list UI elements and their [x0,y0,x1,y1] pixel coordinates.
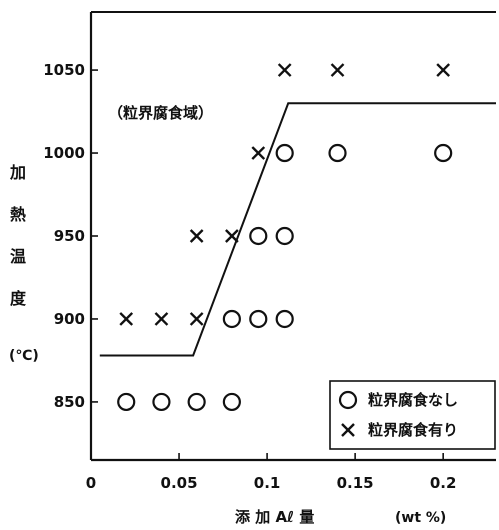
y-tick-label: 900 [54,310,85,328]
circle-point [222,309,241,329]
circle-point [187,392,206,412]
circle-point [275,226,294,246]
legend-label: 粒界腐食有り [368,421,458,439]
cross-stroke [436,63,451,77]
x-tick-label: 0.15 [337,474,374,492]
cross-point [154,312,169,326]
y-tick-label: 950 [54,227,85,245]
x-axis-unit: (wt %) [395,510,446,526]
cross-stroke [189,312,204,326]
legend-label: 粒界腐食なし [368,391,458,409]
cross-stroke [277,63,292,77]
axis-ticks: 0 0.05 0.1 0.15 0.2 850 900 950 1000 1050 [43,61,456,492]
cross-stroke [341,423,355,437]
cross-stroke [330,63,345,77]
circle-point [152,392,171,412]
cross-point [251,146,266,160]
circle-point [328,143,347,163]
x-tick-label: 0.1 [254,474,281,492]
cross-stroke [251,146,266,160]
cross-point [189,312,204,326]
cross-stroke [119,312,134,326]
y-axis-unit: (℃) [9,348,39,364]
y-axis-label-char: 熱 [10,205,26,224]
circle-point [275,143,294,163]
cross-stroke [154,312,169,326]
circle-point [434,143,453,163]
y-tick-label: 1050 [43,61,85,79]
cross-point [225,229,239,243]
y-axis-label-char: 加 [9,163,26,182]
cross-point [436,63,451,77]
cross-point [119,312,134,326]
legend-circle-marker [338,390,358,410]
y-tick-label: 850 [54,393,85,411]
legend-cross-marker [341,423,355,437]
legend-box [329,380,496,450]
circle-point [117,392,136,412]
boundary-line-group [99,102,496,357]
cross-point [189,229,204,243]
circle-point [249,226,268,246]
cross-point [330,63,345,77]
cross-point [277,63,292,77]
x-axis-label: 添 加 Aℓ 量 [235,508,314,526]
x-tick-label: 0.2 [430,474,457,492]
y-axis-label-char: 温 [9,247,26,266]
cross-stroke [225,229,239,243]
boundary-line [99,102,496,357]
cross-stroke [189,229,204,243]
circle-point [222,392,241,412]
data-points [117,63,453,412]
y-axis-label-char: 度 [10,289,27,308]
x-tick-label: 0.05 [161,474,198,492]
circle-point [275,309,294,329]
x-tick-label: 0 [86,474,96,492]
circle-point [249,309,268,329]
region-annotation: （粒界腐食域） [108,104,213,122]
y-tick-label: 1000 [43,144,85,162]
